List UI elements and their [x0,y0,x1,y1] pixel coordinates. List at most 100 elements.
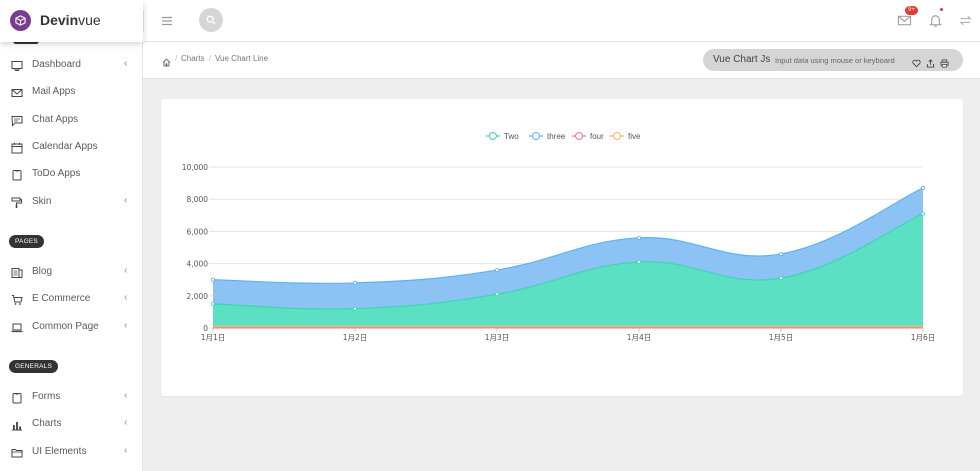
legend-item-two[interactable]: Two [486,132,519,141]
legend-label: Two [504,132,519,141]
breadcrumb-separator: / [209,54,212,63]
header-divider [143,10,144,32]
legend-item-three[interactable]: three [529,132,566,141]
info-title: Vue Chart Js [713,54,771,65]
sidebar-item-calendar-apps[interactable]: Calendar Apps [0,136,143,160]
sidebar-item-ui-elements[interactable]: UI Elements ‹ [0,441,143,465]
monitor-icon [11,59,24,72]
bell-icon[interactable] [928,13,944,29]
legend-label: four [590,132,604,141]
sidebar-item-forms[interactable]: Forms ‹ [0,386,143,410]
sidebar-item-label: Calendar Apps [32,140,98,152]
sidebar-item-label: Forms [32,391,61,402]
chevron-left-icon: ‹ [124,390,128,401]
legend-label: five [628,132,641,141]
sidebar-item-charts[interactable]: Charts ‹ [0,413,143,437]
sidebar-item-label: Mail Apps [32,86,76,98]
menu-toggle-icon[interactable] [161,14,173,26]
breadcrumb-charts-link[interactable]: Charts [181,54,205,63]
x-tick-label: 1月6日 [911,333,936,342]
chevron-left-icon: ‹ [124,417,128,429]
sidebar-item-label: ToDo Apps [32,168,81,180]
sidebar-item-blog[interactable]: Blog ‹ [0,261,143,285]
clipboard-icon [11,391,24,404]
area-chart: 0 2,000 4,000 6,000 8,000 10,000 1月1日 1月2日 1月3日 1… [182,132,936,342]
sidebar-item-common-page[interactable]: Common Page ‹ [0,316,143,340]
breadcrumb-current: Vue Chart Line [215,54,269,63]
series-two-point [636,259,641,264]
chart-card: 0 2,000 4,000 6,000 8,000 10,000 1月1日 1月2日 1月3日 1… [161,99,963,396]
clipboard-icon [11,168,24,181]
sidebar-item-label: Blog [32,266,53,277]
section-label-generals: GENERALS [9,360,59,373]
mail-icon [11,86,24,99]
sidebar-item-todo-apps[interactable]: ToDo Apps [0,163,143,187]
y-tick-label: 6,000 [187,227,209,236]
x-tick-label: 1月5日 [769,333,794,342]
sidebar-item-label: Chat Apps [32,113,79,125]
x-tick-label: 1月4日 [627,333,652,342]
x-tick-label: 1月2日 [343,333,368,342]
section-label-pages: PAGES [9,235,44,248]
chevron-left-icon: ‹ [124,292,128,304]
share-icon[interactable] [926,55,935,68]
series-three-point [636,235,641,240]
chevron-left-icon: ‹ [124,58,128,69]
sidebar-item-label: UI Elements [32,445,87,457]
top-header [0,0,980,42]
search-icon [206,15,216,25]
notification-dot [940,8,943,11]
series-three-point [494,268,499,273]
logout-icon[interactable] [958,13,974,29]
sidebar-item-skin[interactable]: Skin ‹ [0,191,143,215]
folder-icon [11,446,24,459]
breadcrumb-separator: / [175,54,178,63]
brand-logo-area[interactable]: Devinvue [0,0,143,42]
chat-icon [11,114,24,127]
y-tick-label: 10,000 [182,163,208,172]
sidebar-item-mail-apps[interactable]: Mail Apps [0,81,143,105]
chevron-left-icon: ‹ [124,444,128,456]
series-three-point [921,185,926,190]
y-tick-label: 8,000 [187,195,209,204]
print-icon[interactable] [940,55,949,68]
paint-roller-icon [11,196,24,209]
legend-item-four[interactable]: four [572,132,604,141]
sidebar-item-label: Dashboard [32,59,81,70]
sidebar-item-label: Skin [32,195,52,207]
sidebar-item-label: Common Page [32,320,99,332]
sidebar: Dashboard ‹ Mail Apps Chat Apps Calendar App… [0,38,143,471]
series-two-point [779,276,784,281]
legend-swatch-icon [613,132,621,140]
sidebar-item-dashboard[interactable]: Dashboard ‹ [0,54,143,78]
sidebar-item-chat-apps[interactable]: Chat Apps [0,109,143,133]
sidebar-item-e-commerce[interactable]: E Commerce ‹ [0,288,143,312]
series-three-point [779,251,784,256]
legend-swatch-icon [532,132,540,140]
search-button[interactable] [199,8,223,32]
cart-icon [11,293,24,306]
cube-logo-icon [10,10,31,31]
legend-swatch-icon [575,132,583,140]
laptop-icon [11,321,24,334]
chevron-left-icon: ‹ [124,265,128,276]
heart-icon[interactable] [912,55,921,68]
info-subtitle: Input data using mouse or keyboard [775,56,895,65]
series-three-point [352,280,357,285]
series-two-area [213,213,923,328]
legend-swatch-icon [489,132,497,140]
mail-icon[interactable] [897,13,913,29]
series-two-point [494,292,499,297]
series-two-line [212,213,924,310]
series-three-line [212,187,924,284]
legend-item-five[interactable]: five [610,132,641,141]
series-two-point [352,306,357,311]
home-icon[interactable] [162,54,171,67]
series-three-point [211,277,216,282]
y-tick-label: 2,000 [187,292,209,301]
sidebar-item-label: Charts [32,418,62,430]
brand-name: Devinvue [40,12,101,28]
series-two-point [921,211,926,216]
y-tick-label: 4,000 [187,260,209,269]
x-tick-label: 1月1日 [201,333,226,342]
